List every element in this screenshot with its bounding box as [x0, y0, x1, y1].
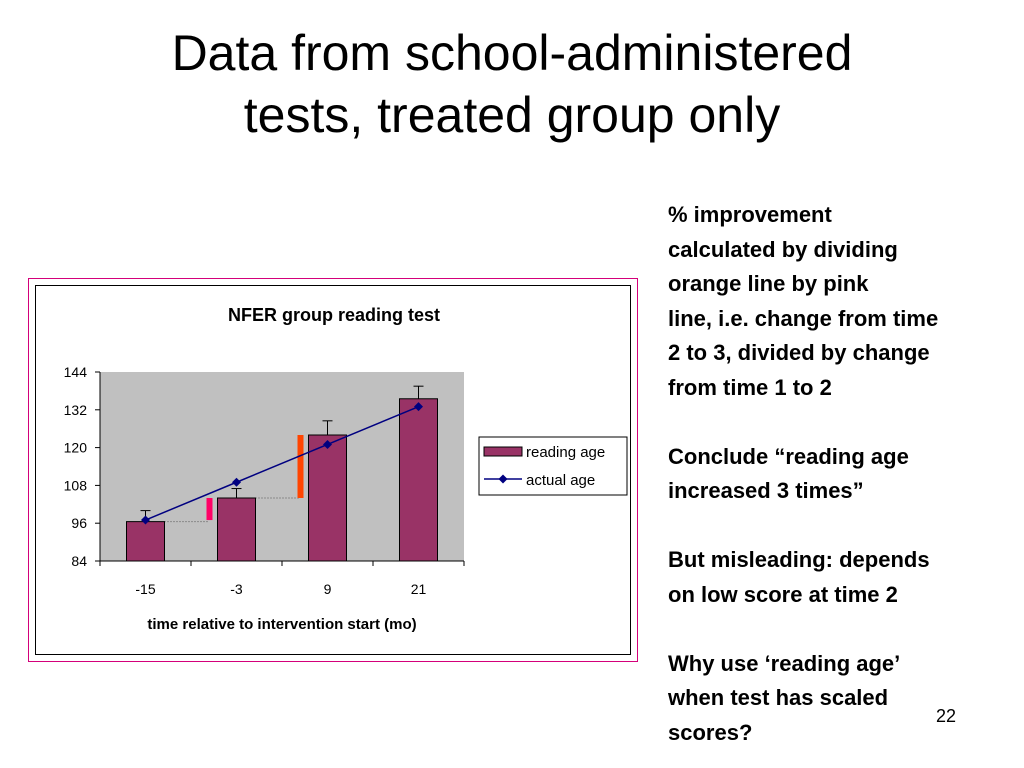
note-paragraph-2: Conclude “reading age increased 3 times”	[668, 440, 1020, 509]
note-line: on low score at time 2	[668, 581, 898, 607]
note-paragraph-1: % improvement calculated by dividing ora…	[668, 198, 1020, 405]
line-actual-age	[145, 405, 419, 521]
chart-frame: NFER group reading test 84 96 108 120 132 144 -…	[28, 278, 638, 662]
note-line: increased 3 times”	[668, 478, 864, 503]
y-tick-label: 96	[71, 515, 87, 531]
highlight-segment	[297, 435, 304, 498]
bar-reading-age	[217, 497, 256, 562]
legend-swatch-reading-age	[483, 446, 523, 457]
note-line: Why use ‘reading age’	[668, 650, 901, 676]
y-tick-label: 132	[64, 402, 88, 418]
x-tick-label: 9	[324, 581, 332, 597]
note-paragraph-4: Why use ‘reading age’ when test has scal…	[668, 647, 1020, 751]
note-line: line, i.e. change from time	[668, 305, 939, 331]
marker-actual-age	[323, 439, 332, 449]
slide-title-line-1: Data from school-administered	[171, 25, 853, 81]
bar-reading-age	[126, 521, 165, 562]
marker-actual-age	[141, 515, 150, 525]
legend-label-reading-age: reading age	[526, 444, 605, 461]
chart-title: NFER group reading test	[228, 305, 440, 325]
note-line: 2 to 3, divided by change	[668, 340, 930, 365]
slide-title-line-2: tests, treated group only	[243, 87, 781, 143]
highlight-segment	[206, 498, 213, 521]
bar-reading-age	[308, 434, 347, 562]
note-line: calculated by dividing	[668, 236, 898, 262]
x-tick-label: 21	[411, 581, 427, 597]
note-line: orange line by pink	[668, 271, 869, 296]
note-line: when test has scaled	[668, 685, 889, 710]
slide-title: Data from school-administered tests, tre…	[0, 22, 1024, 146]
note-line: scores?	[668, 719, 753, 745]
y-tick-label: 108	[64, 477, 88, 493]
note-line: Conclude “reading age	[668, 443, 909, 469]
note-line: from time 1 to 2	[668, 374, 832, 400]
x-tick-label: -15	[135, 581, 155, 597]
marker-actual-age	[414, 402, 423, 412]
x-axis-label: time relative to intervention start (mo)	[147, 616, 416, 633]
bar-reading-age	[399, 398, 438, 562]
page-number: 22	[936, 706, 957, 726]
chart-svg: NFER group reading test 84 96 108 120 132 144 -…	[64, 305, 628, 633]
marker-actual-age	[232, 477, 241, 487]
x-tick-label: -3	[230, 581, 243, 597]
y-tick-label: 144	[64, 364, 88, 380]
y-tick-label: 84	[71, 553, 87, 569]
note-line: But misleading: depends	[668, 547, 930, 572]
note-line: % improvement	[668, 202, 832, 227]
chart-area: NFER group reading test 84 96 108 120 132 144 -…	[35, 285, 631, 655]
y-tick-label: 120	[64, 440, 88, 456]
notes-text: % improvement calculated by dividing ora…	[668, 198, 1020, 750]
legend-label-actual-age: actual age	[526, 472, 595, 489]
legend-marker-actual-age	[498, 474, 508, 484]
note-paragraph-3: But misleading: depends on low score at …	[668, 543, 1020, 612]
